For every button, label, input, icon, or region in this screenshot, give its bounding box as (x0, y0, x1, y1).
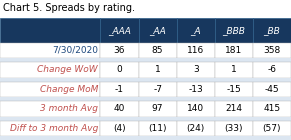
Text: -6: -6 (267, 65, 276, 74)
Text: Chart 5. Spreads by rating.: Chart 5. Spreads by rating. (3, 3, 135, 13)
Text: 3 month Avg: 3 month Avg (40, 104, 98, 113)
Bar (139, 18, 177, 43)
Bar (215, 62, 253, 78)
Text: Change WoW: Change WoW (38, 65, 98, 74)
Bar (0, 117, 291, 121)
Bar (253, 18, 291, 43)
Bar (0, 136, 291, 140)
Bar (100, 101, 139, 117)
Bar (253, 101, 291, 117)
Text: (11): (11) (148, 124, 167, 133)
Text: -45: -45 (265, 85, 279, 94)
Bar (177, 43, 215, 58)
Text: _BB: _BB (264, 26, 280, 35)
Text: 140: 140 (187, 104, 204, 113)
Bar (0, 58, 291, 62)
Bar (139, 121, 177, 136)
Text: (24): (24) (187, 124, 205, 133)
Bar (100, 18, 139, 43)
Text: 116: 116 (187, 46, 204, 55)
Text: -7: -7 (153, 85, 162, 94)
Text: (57): (57) (263, 124, 281, 133)
Text: 1: 1 (231, 65, 237, 74)
Bar (215, 18, 253, 43)
Bar (0, 97, 291, 101)
Bar (0, 78, 291, 82)
Bar (215, 101, 253, 117)
Bar (139, 101, 177, 117)
Text: _A: _A (190, 26, 201, 35)
Text: 0: 0 (117, 65, 122, 74)
Bar (100, 62, 139, 78)
Bar (215, 121, 253, 136)
Bar (0, 121, 100, 136)
Bar (253, 62, 291, 78)
Bar (253, 121, 291, 136)
Text: 40: 40 (114, 104, 125, 113)
Text: 36: 36 (114, 46, 125, 55)
Text: _AA: _AA (149, 26, 166, 35)
Bar (100, 82, 139, 97)
Text: Change MoM: Change MoM (40, 85, 98, 94)
Text: -1: -1 (115, 85, 124, 94)
Bar (0, 82, 100, 97)
Bar (177, 82, 215, 97)
Text: 358: 358 (263, 46, 281, 55)
Text: Diff to 3 month Avg: Diff to 3 month Avg (10, 124, 98, 133)
Bar (139, 82, 177, 97)
Text: 97: 97 (152, 104, 163, 113)
Text: 181: 181 (225, 46, 242, 55)
Bar (177, 18, 215, 43)
Bar (100, 121, 139, 136)
Text: (33): (33) (225, 124, 243, 133)
Bar (215, 82, 253, 97)
Bar (177, 101, 215, 117)
Text: _AAA: _AAA (108, 26, 131, 35)
Text: 85: 85 (152, 46, 163, 55)
Bar (139, 62, 177, 78)
Bar (0, 43, 100, 58)
Text: -13: -13 (188, 85, 203, 94)
Text: 415: 415 (263, 104, 281, 113)
Text: (4): (4) (113, 124, 126, 133)
Text: 1: 1 (155, 65, 160, 74)
Bar (253, 43, 291, 58)
Bar (139, 43, 177, 58)
Bar (0, 62, 100, 78)
Bar (0, 101, 100, 117)
Text: 214: 214 (225, 104, 242, 113)
Bar (253, 82, 291, 97)
Bar (177, 121, 215, 136)
Bar (215, 43, 253, 58)
Bar (0, 18, 100, 43)
Bar (100, 43, 139, 58)
Text: -15: -15 (226, 85, 241, 94)
Text: _BBB: _BBB (222, 26, 245, 35)
Bar (177, 62, 215, 78)
Text: 3: 3 (193, 65, 198, 74)
Text: 7/30/2020: 7/30/2020 (52, 46, 98, 55)
